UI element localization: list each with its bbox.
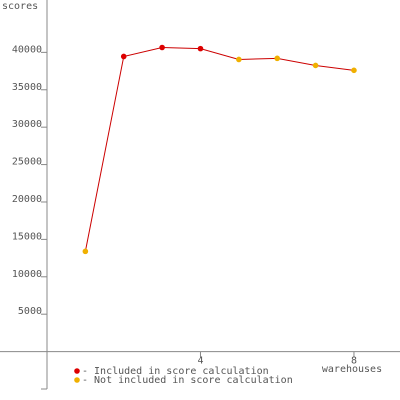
x-tick-label: 8 [351,356,357,367]
y-axis-label: scores [2,1,38,12]
data-point [274,55,281,62]
legend-marker [74,377,80,383]
data-point [236,56,242,63]
data-point [120,53,127,60]
legend-marker [74,368,80,374]
y-tick-label: 30000 [12,119,42,130]
y-tick-label: 40000 [12,44,42,55]
x-axis-label: warehouses [322,364,382,375]
y-tick-label: 20000 [12,194,42,205]
data-point [159,44,165,51]
y-tick-label: 35000 [12,82,42,93]
y-tick-label: 25000 [12,157,42,168]
legend-label: - Included in score calculation [82,366,269,377]
data-point [82,248,89,255]
legend-label: - Not included in score calculation [82,375,293,386]
x-tick-label: 4 [197,356,203,367]
y-tick-label: 5000 [18,306,42,317]
data-point [197,45,204,52]
score-line [84,47,355,252]
data-point [351,67,357,74]
data-point [312,62,319,69]
y-tick-label: 15000 [12,231,42,242]
y-tick-label: 10000 [12,269,42,280]
